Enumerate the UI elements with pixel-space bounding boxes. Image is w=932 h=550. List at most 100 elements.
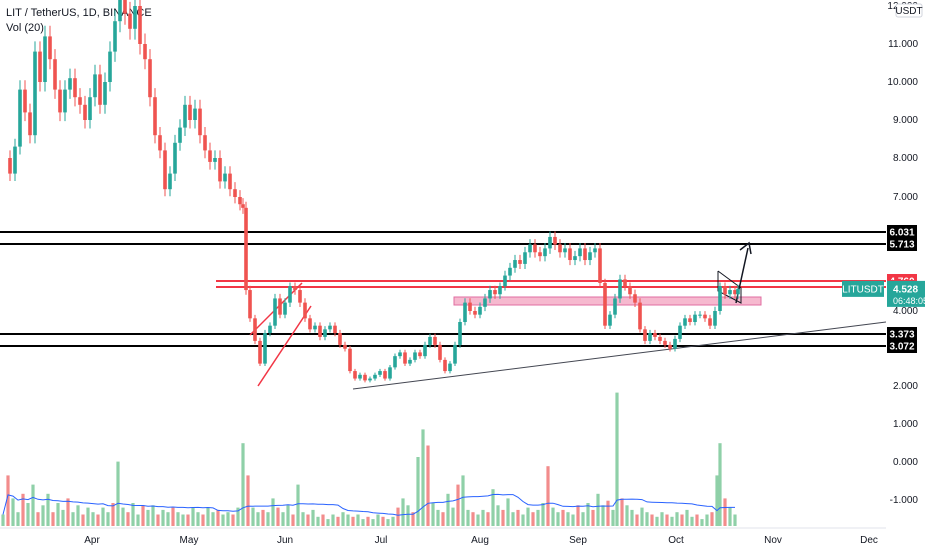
- volume-bar: [606, 500, 610, 526]
- candle-body: [68, 78, 72, 90]
- candle-body: [628, 286, 632, 295]
- volume-bar: [386, 519, 390, 526]
- volume-bar: [111, 503, 115, 526]
- candle-body: [453, 344, 457, 364]
- flag-pattern[interactable]: [717, 270, 742, 304]
- volume-bar: [11, 498, 15, 526]
- volume-bar: [406, 505, 410, 526]
- candle-body: [388, 367, 392, 379]
- volume-bar: [141, 505, 145, 526]
- volume-bar: [21, 493, 25, 526]
- candle-body: [458, 322, 462, 345]
- candle-body: [418, 352, 422, 357]
- volume-bar: [136, 514, 140, 526]
- volume-bar: [690, 516, 694, 526]
- volume-bar: [680, 514, 684, 526]
- currency-badge[interactable]: [895, 3, 923, 18]
- candle-body: [638, 302, 642, 330]
- volume-bar: [718, 443, 722, 526]
- volume-bar: [186, 514, 190, 526]
- candle-body: [288, 286, 292, 303]
- symbol-tag-bg[interactable]: [842, 280, 884, 297]
- candle-body: [443, 359, 447, 372]
- candle-body: [153, 97, 157, 136]
- candle-body: [713, 311, 717, 326]
- candle-body: [58, 89, 62, 113]
- candle-body: [223, 173, 227, 182]
- candle-body: [173, 142, 177, 174]
- volume-bar: [206, 507, 210, 526]
- volume-bar: [611, 509, 615, 526]
- candle-body: [244, 207, 248, 291]
- projection-arrowhead[interactable]: [739, 241, 752, 255]
- candle-body: [38, 51, 42, 82]
- last-price-tag-bg[interactable]: [887, 280, 925, 307]
- candle-body: [538, 252, 542, 257]
- x-tick-label: Oct: [668, 535, 684, 546]
- volume-bar: [346, 514, 350, 526]
- candle-body: [323, 329, 327, 337]
- volume-bar: [286, 505, 290, 526]
- candle-body: [568, 248, 572, 261]
- candle-body: [143, 44, 147, 60]
- candle-body: [118, 0, 122, 22]
- y-tick-label: 0.000: [893, 457, 918, 468]
- candle-body: [683, 318, 687, 326]
- x-tick-label: Jun: [277, 535, 293, 546]
- volume-bar: [116, 461, 120, 526]
- candle-body: [578, 248, 582, 257]
- volume-bar: [670, 516, 674, 526]
- candle-body: [698, 314, 702, 316]
- price-level-tag[interactable]: 6.031: [887, 225, 917, 239]
- candle-body: [338, 333, 342, 345]
- volume-bar: [126, 512, 130, 526]
- ascending-trendline[interactable]: [352, 321, 887, 390]
- candle-body: [303, 302, 307, 319]
- volume-bar: [401, 498, 405, 526]
- volume-bar: [336, 516, 340, 526]
- wedge-lower-line[interactable]: [257, 305, 312, 387]
- volume-bar: [396, 507, 400, 526]
- volume-bar: [516, 509, 520, 526]
- candle-body: [368, 378, 372, 381]
- volume-bar: [461, 475, 465, 526]
- volume-bar: [311, 509, 315, 526]
- price-level-tag[interactable]: 3.373: [887, 327, 917, 341]
- volume-bar: [431, 503, 435, 526]
- price-level-tag[interactable]: 5.713: [887, 237, 917, 251]
- volume-bar: [456, 484, 460, 526]
- volume-bar: [536, 509, 540, 526]
- volume-bar: [196, 512, 200, 526]
- candle-body: [413, 352, 417, 360]
- candle-body: [468, 302, 472, 311]
- volume-bar: [326, 519, 330, 526]
- candle-body: [423, 344, 427, 357]
- volume-bar: [710, 512, 714, 526]
- volume-bar: [506, 498, 510, 526]
- candle-body: [523, 252, 527, 264]
- volume-bar: [161, 509, 165, 526]
- candle-body: [493, 290, 497, 295]
- volume-bar: [51, 512, 55, 526]
- volume-bar: [16, 512, 20, 526]
- candle-body: [158, 135, 162, 151]
- candle-body: [241, 204, 245, 208]
- candle-body: [113, 21, 117, 52]
- price-level-tag[interactable]: 3.072: [887, 339, 917, 353]
- candle-body: [563, 248, 567, 253]
- volume-bar: [541, 503, 545, 526]
- volume-bar: [421, 429, 425, 526]
- support-zone[interactable]: [453, 296, 762, 306]
- volume-bar: [221, 514, 225, 526]
- candle-body: [348, 348, 352, 372]
- volume-bar: [331, 514, 335, 526]
- volume-bar: [586, 503, 590, 526]
- price-level-tag-text: 6.031: [889, 228, 914, 239]
- candle-body: [313, 325, 317, 330]
- candle-body: [8, 158, 12, 174]
- price-level-tag-bg: [887, 327, 917, 341]
- volume-bar: [496, 505, 500, 526]
- candle-body: [188, 104, 192, 120]
- volume-bar: [650, 514, 654, 526]
